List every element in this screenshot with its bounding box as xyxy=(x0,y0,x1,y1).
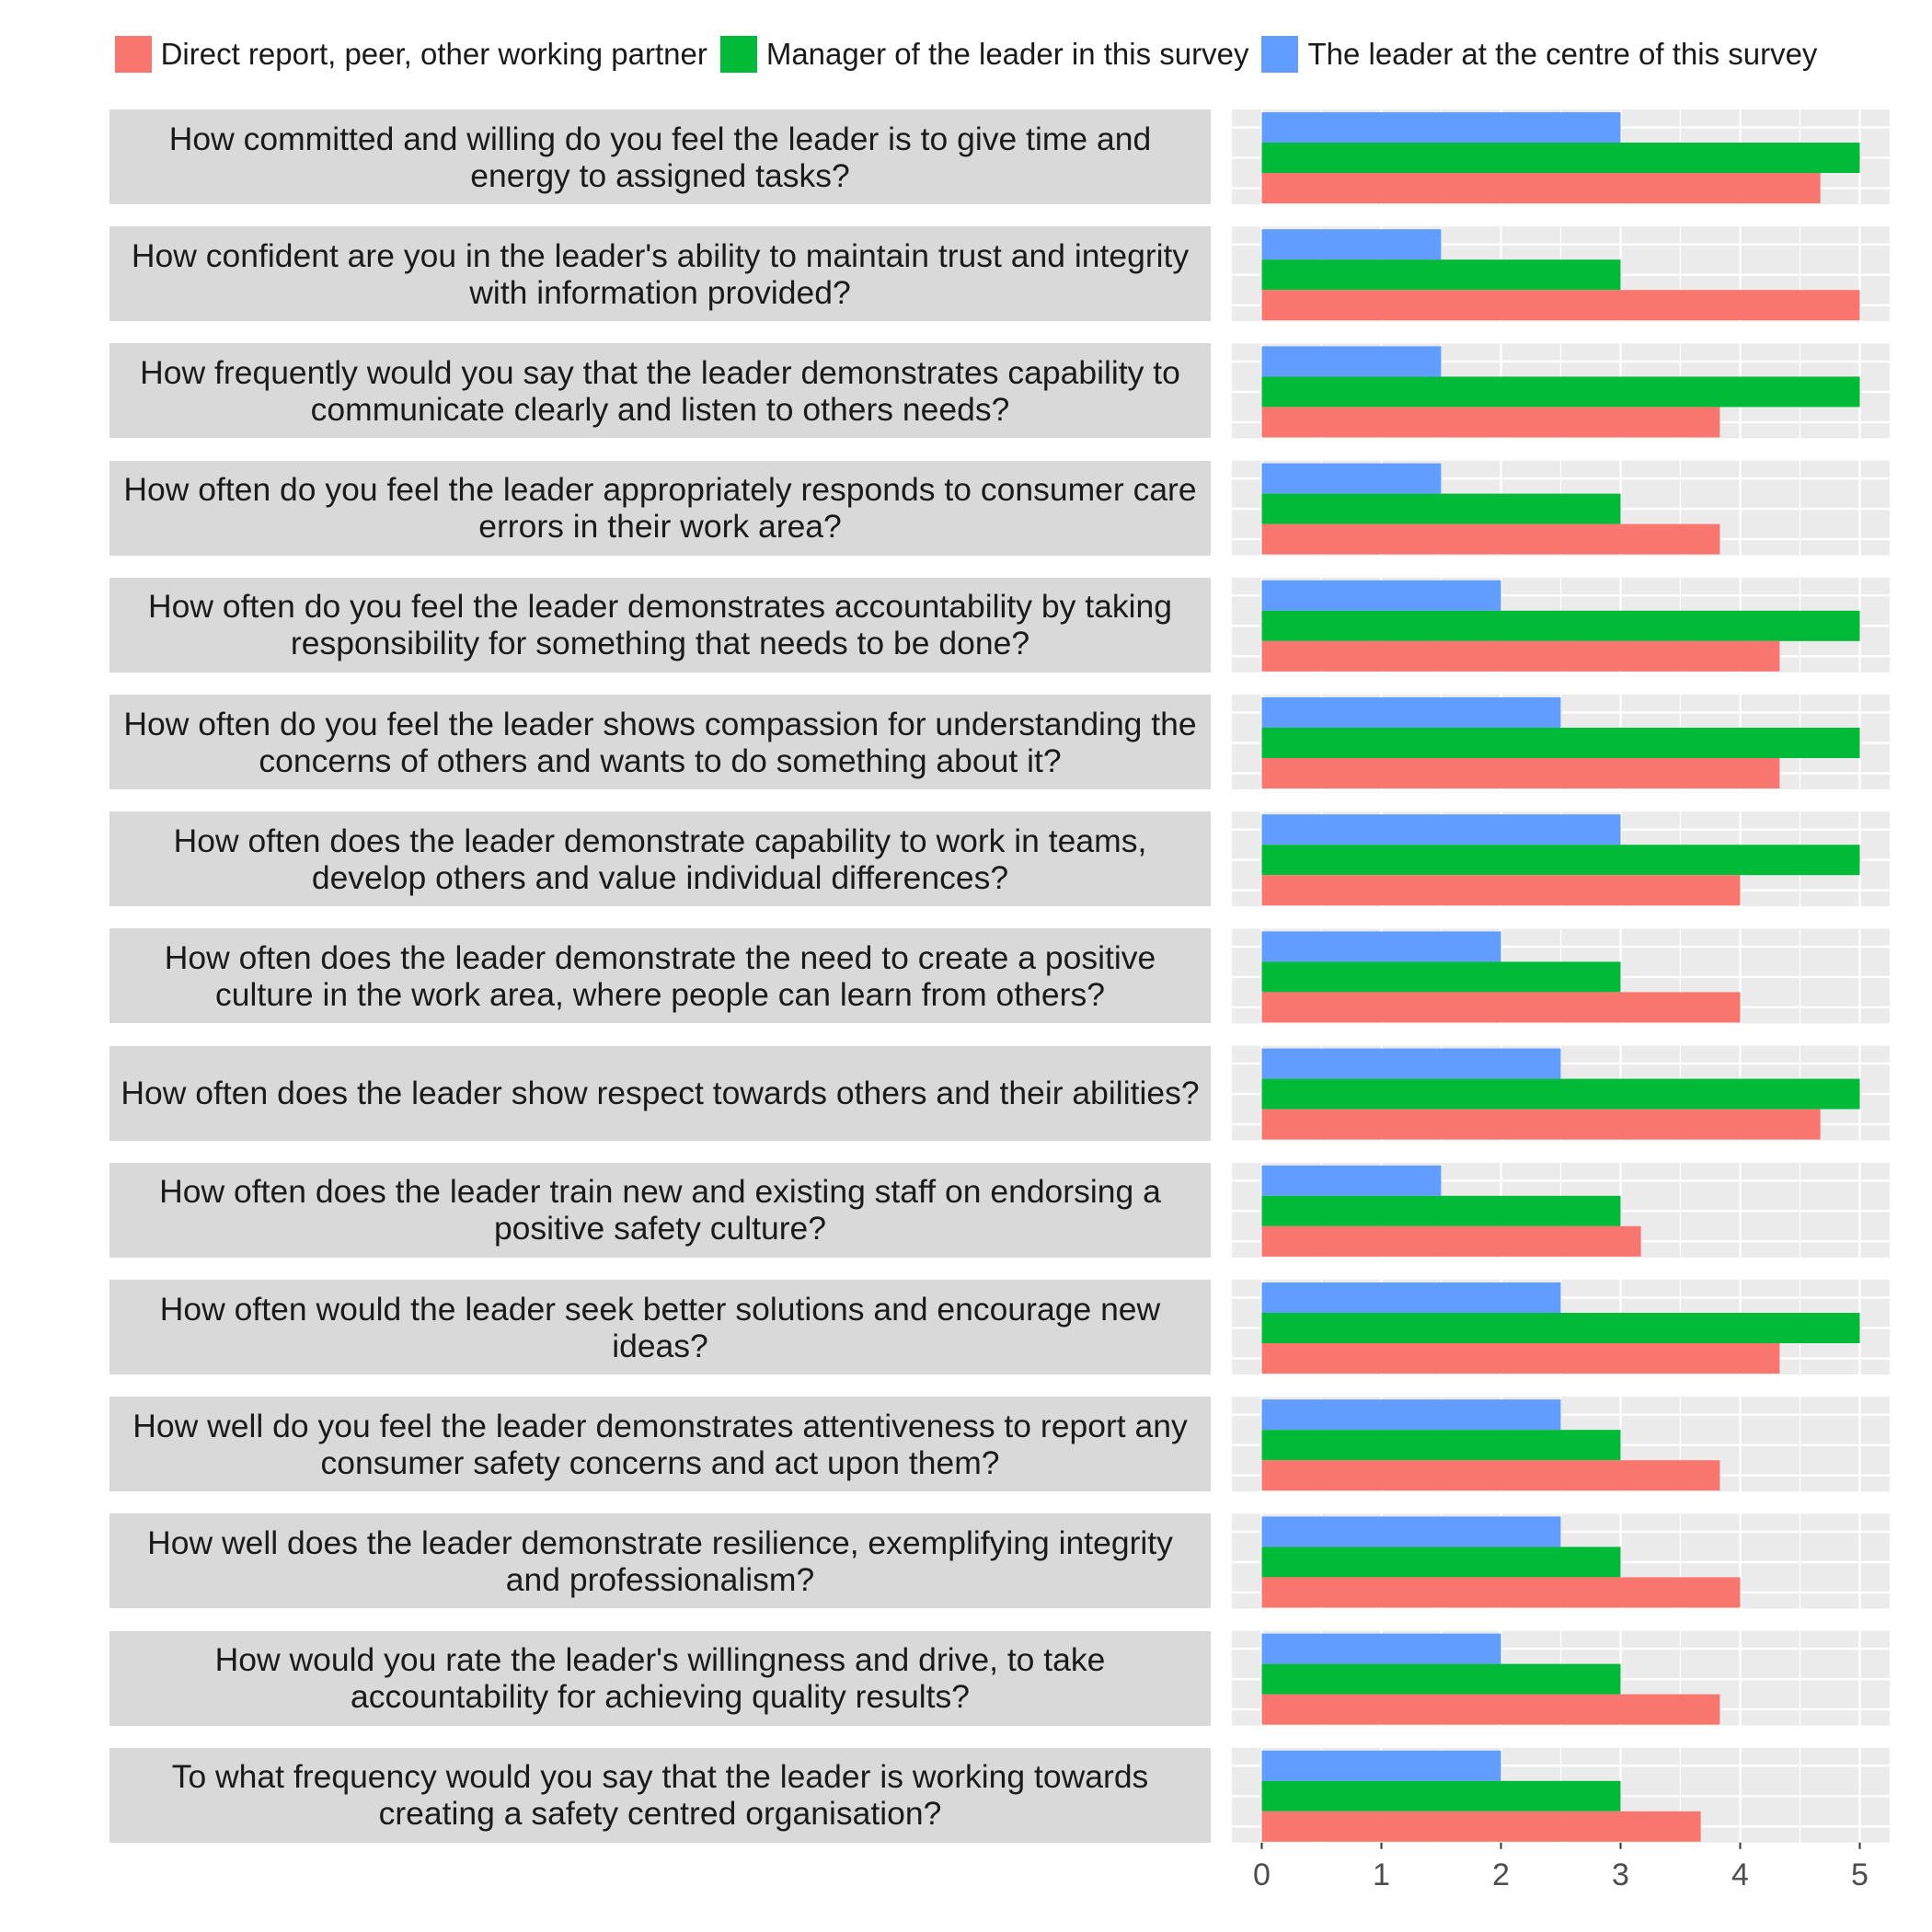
bar xyxy=(1261,346,1442,377)
bar xyxy=(1261,580,1501,611)
bar xyxy=(1261,1109,1821,1140)
facet-label: How often would the leader seek better s… xyxy=(159,1290,1161,1364)
facet-label: How often does the leader demonstrate th… xyxy=(164,938,1156,1013)
bar xyxy=(1261,1516,1561,1547)
facet-label: How often do you feel the leader appropr… xyxy=(123,471,1197,546)
legend: Direct report, peer, other working partn… xyxy=(0,31,1932,77)
facet-label: How often does the leader train new and … xyxy=(159,1173,1161,1248)
bar xyxy=(1261,463,1442,494)
bar xyxy=(1261,961,1621,993)
facet-label: How well does the leader demonstrate res… xyxy=(147,1524,1173,1598)
bar xyxy=(1261,290,1860,321)
bar xyxy=(1261,1195,1621,1226)
legend-key xyxy=(114,36,152,73)
legend-key xyxy=(719,36,757,73)
legend-item: Manager of the leader in this survey xyxy=(719,36,1249,73)
facet-label: To what frequency would you say that the… xyxy=(171,1758,1149,1833)
facet-label: How often does the leader demonstrate ca… xyxy=(173,822,1147,896)
legend-label: Manager of the leader in this survey xyxy=(765,37,1249,71)
facet-strip: How well do you feel the leader demonstr… xyxy=(109,1397,1211,1492)
bar xyxy=(1261,1750,1501,1781)
bar xyxy=(1261,845,1860,876)
facet-label: How confident are you in the leader's ab… xyxy=(131,236,1190,311)
facet-strip: How often does the leader train new and … xyxy=(109,1162,1211,1258)
bar xyxy=(1261,1633,1501,1664)
bar xyxy=(1261,1577,1741,1608)
bar xyxy=(1261,1048,1561,1079)
facet-strip: How would you rate the leader's willingn… xyxy=(109,1630,1211,1726)
legend-item: Direct report, peer, other working partn… xyxy=(114,36,707,73)
x-tick-label: 4 xyxy=(1731,1857,1749,1892)
bar xyxy=(1261,173,1821,203)
bar xyxy=(1261,992,1741,1023)
x-tick-label: 3 xyxy=(1612,1857,1629,1892)
bar xyxy=(1261,1780,1621,1811)
facet-label: How often does the leader show respect t… xyxy=(121,1075,1200,1112)
bar xyxy=(1261,1313,1860,1343)
facet-strip: How confident are you in the leader's ab… xyxy=(109,226,1211,322)
facet-strip: How often would the leader seek better s… xyxy=(109,1280,1211,1374)
bar xyxy=(1261,112,1621,143)
facet-label: How committed and willing do you feel th… xyxy=(168,120,1152,194)
bar xyxy=(1261,1460,1720,1491)
bar xyxy=(1261,1694,1720,1725)
facet-strip: To what frequency would you say that the… xyxy=(109,1747,1211,1843)
facet-strip: How committed and willing do you feel th… xyxy=(109,109,1211,204)
facet-strip: How often do you feel the leader demonst… xyxy=(109,577,1211,673)
facet-strip: How often does the leader demonstrate ca… xyxy=(109,811,1211,907)
facet-label: How often do you feel the leader demonst… xyxy=(148,588,1172,662)
bar xyxy=(1261,229,1442,260)
legend-label: The leader at the centre of this survey xyxy=(1307,37,1818,71)
bar xyxy=(1261,1663,1621,1695)
facet-strip: How often does the leader show respect t… xyxy=(109,1045,1211,1141)
bar xyxy=(1261,1282,1561,1313)
bar xyxy=(1261,1430,1621,1461)
bar xyxy=(1261,697,1561,728)
bar xyxy=(1261,728,1860,758)
bar xyxy=(1261,931,1501,962)
bar xyxy=(1261,493,1621,524)
facet-strip: How often do you feel the leader appropr… xyxy=(109,460,1211,556)
bar xyxy=(1261,1399,1561,1431)
facet-label: How often do you feel the leader shows c… xyxy=(123,705,1197,779)
legend-item: The leader at the centre of this survey xyxy=(1261,36,1817,73)
facet-strip: How well does the leader demonstrate res… xyxy=(109,1513,1211,1609)
facet-label: How frequently would you say that the le… xyxy=(140,353,1180,428)
x-tick-label: 0 xyxy=(1253,1857,1271,1892)
facet-strip: How often do you feel the leader shows c… xyxy=(109,695,1211,789)
facet-strip: How often does the leader demonstrate th… xyxy=(109,928,1211,1024)
bar xyxy=(1261,814,1621,845)
legend-label: Direct report, peer, other working partn… xyxy=(160,37,707,71)
bar xyxy=(1261,1811,1701,1842)
bar xyxy=(1261,259,1621,291)
bar xyxy=(1261,1343,1780,1374)
bar xyxy=(1261,523,1720,555)
x-tick-label: 1 xyxy=(1373,1857,1390,1892)
bar xyxy=(1261,758,1780,788)
bar xyxy=(1261,610,1860,641)
bar xyxy=(1261,407,1720,438)
bar xyxy=(1261,143,1860,173)
facet-label: How well do you feel the leader demonstr… xyxy=(132,1407,1188,1481)
bar xyxy=(1261,376,1860,408)
x-tick-label: 5 xyxy=(1851,1857,1869,1892)
facet-label: How would you rate the leader's willingn… xyxy=(214,1641,1106,1716)
bar xyxy=(1261,1225,1641,1257)
bar xyxy=(1261,875,1741,906)
bar xyxy=(1261,1165,1442,1196)
bar xyxy=(1261,640,1780,672)
legend-key xyxy=(1261,36,1299,73)
bar xyxy=(1261,1078,1860,1110)
x-tick-label: 2 xyxy=(1492,1857,1510,1892)
bar xyxy=(1261,1547,1621,1578)
facet-strip: How frequently would you say that the le… xyxy=(109,343,1211,439)
